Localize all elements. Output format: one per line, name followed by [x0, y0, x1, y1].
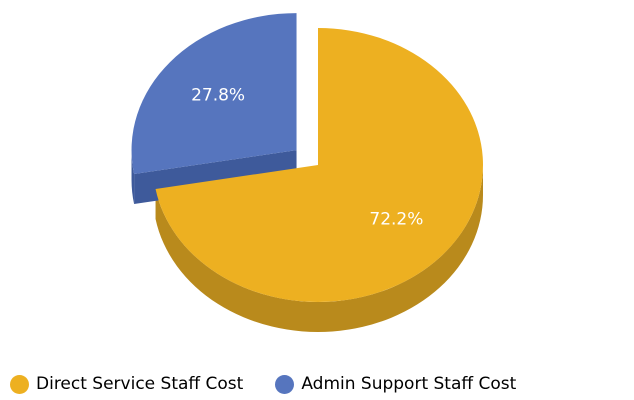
data-label-direct-service-staff-cost: 72.2% [369, 210, 423, 230]
legend-item-admin-support[interactable]: Admin Support Staff Cost [275, 374, 516, 394]
legend-item-direct-service[interactable]: Direct Service Staff Cost [10, 374, 243, 394]
legend-label-direct-service: Direct Service Staff Cost [36, 374, 244, 394]
pie-tops [131, 13, 484, 302]
legend-label-admin-support: Admin Support Staff Cost [301, 374, 517, 394]
legend-marker-direct-service [10, 374, 29, 394]
pie-slice-admin-support-staff-cost[interactable] [131, 13, 297, 175]
pie-slice-direct-service-staff-cost[interactable] [155, 27, 484, 302]
pie-labels: 72.2% 27.8% [191, 86, 423, 230]
chart-legend: Direct Service Staff Cost Admin Support … [10, 372, 548, 396]
pie-side-direct-service-staff-cost [155, 165, 484, 332]
legend-marker-admin-support [275, 374, 295, 394]
pie-side-admin-support-staff-cost [131, 150, 135, 205]
data-label-admin-support-staff-cost: 27.8% [191, 86, 245, 106]
